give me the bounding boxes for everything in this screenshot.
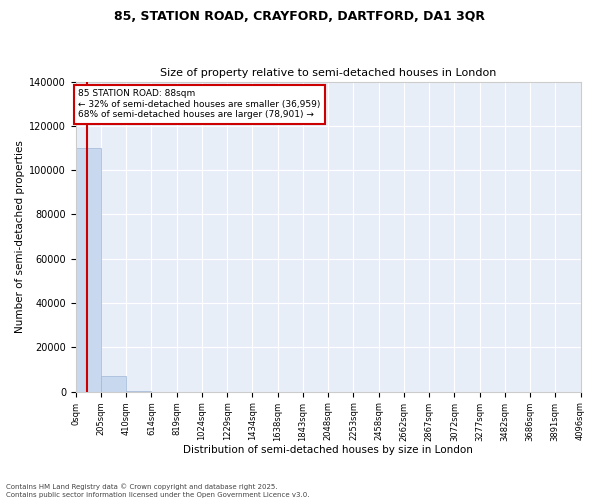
Title: Size of property relative to semi-detached houses in London: Size of property relative to semi-detach… (160, 68, 496, 78)
Y-axis label: Number of semi-detached properties: Number of semi-detached properties (15, 140, 25, 333)
Text: Contains HM Land Registry data © Crown copyright and database right 2025.
Contai: Contains HM Land Registry data © Crown c… (6, 484, 310, 498)
Bar (76, 148, 101, 392)
Bar (101, 376, 126, 392)
Text: 85 STATION ROAD: 88sqm
← 32% of semi-detached houses are smaller (36,959)
68% of: 85 STATION ROAD: 88sqm ← 32% of semi-det… (78, 90, 320, 119)
Text: 85, STATION ROAD, CRAYFORD, DARTFORD, DA1 3QR: 85, STATION ROAD, CRAYFORD, DARTFORD, DA… (115, 10, 485, 23)
X-axis label: Distribution of semi-detached houses by size in London: Distribution of semi-detached houses by … (183, 445, 473, 455)
Bar (126, 390, 151, 392)
